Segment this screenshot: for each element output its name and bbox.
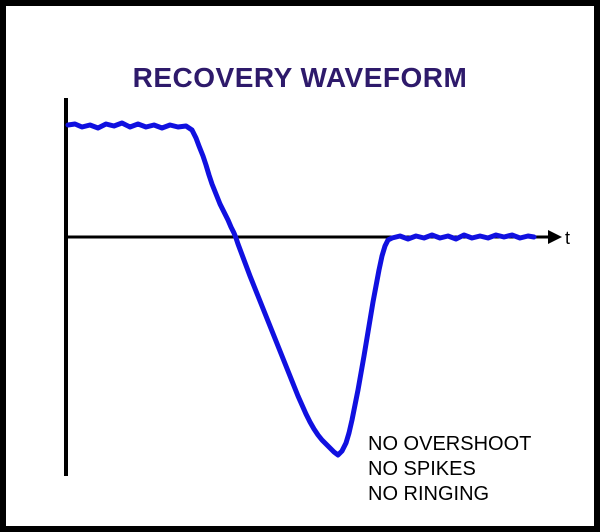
time-axis-arrowhead [548,230,562,244]
note-no-ringing: NO RINGING [368,483,490,505]
diagram-panel [6,6,594,526]
waveform-notes: NO OVERSHOOT NO SPIKES NO RINGING [368,432,531,507]
time-axis-label: t [565,228,570,248]
note-no-spikes: NO SPIKES [368,458,476,480]
note-no-overshoot: NO OVERSHOOT [368,433,532,455]
diagram-title: RECOVERY WAVEFORM [132,62,468,93]
recovery-waveform [65,120,537,458]
